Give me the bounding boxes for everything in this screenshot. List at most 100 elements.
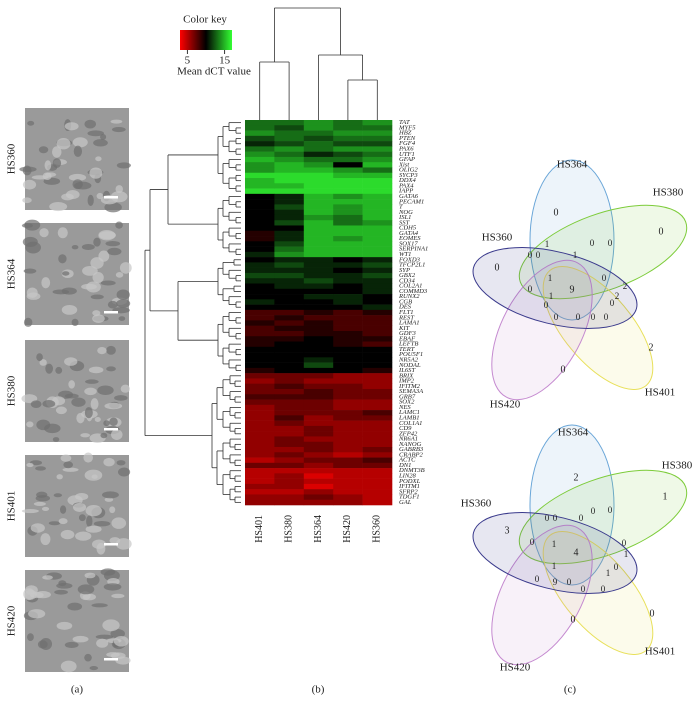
cell-texture [58,518,68,525]
heatmap-cell [362,320,393,326]
heatmap-cell [333,294,363,300]
heatmap-cell [362,262,393,268]
heatmap-cell [274,267,305,274]
region-count: 0 [530,537,535,547]
heatmap-cell [362,309,393,316]
row-label: IFITM2 [398,383,421,390]
heatmap-cell [245,193,275,200]
row-label: LAMC1 [398,409,420,416]
cell-texture [118,316,126,321]
cell-texture [96,542,106,555]
cell-texture [72,137,88,148]
heatmap-cell [333,220,363,226]
heatmap-cell [303,336,334,342]
heatmap-cell [362,489,393,495]
row-label: LAMA1 [398,320,420,327]
heatmap-cell [362,473,393,479]
region-count: 1 [549,291,554,301]
row-label: NODAL [398,362,421,369]
heatmap-cell [333,120,363,126]
cell-texture [120,384,130,393]
heatmap-cell [362,120,393,126]
heatmap-cell [274,415,305,421]
heatmap-cell [303,436,334,443]
heatmap-cell [362,468,393,474]
heatmap-cell [245,125,275,131]
heatmap-cell [333,304,363,311]
region-count: 2 [574,472,579,483]
set-label: HS401 [645,387,676,399]
heatmap-cell [245,304,275,311]
row-label: DNMT3B [398,467,425,474]
heatmap-cell [245,278,275,284]
cell-texture [21,509,39,514]
cell-texture [84,387,97,396]
heatmap-cell [274,494,305,501]
heatmap-cell [245,267,275,274]
heatmap-cell [333,330,363,337]
heatmap-cell [245,410,275,416]
cell-texture [104,202,122,213]
scale-bar [104,311,118,314]
cell-texture [35,466,46,471]
heatmap-cell [245,199,275,205]
heatmap-cell [245,499,275,506]
heatmap-cell [303,199,334,205]
row-label: DES [398,304,412,311]
heatmap-cell [303,483,334,490]
heatmap-cell [303,320,334,326]
cell-texture [110,119,123,124]
heatmap-cell [362,241,393,247]
region-count: 0 [591,506,596,516]
row-label: LIN28 [398,473,417,480]
row-label: TAT [399,119,411,126]
cell-texture [42,575,53,580]
heatmap-cell [362,220,393,226]
region-count: 2 [615,291,620,301]
heatmap-cell [245,188,275,195]
row-label: LAMB1 [398,414,420,421]
heatmap-cell [362,230,393,237]
heatmap-cell [303,278,334,284]
heatmap-cell [303,283,334,290]
heatmap-cell [333,183,363,189]
heatmap-cell [274,330,305,337]
cell-texture [63,461,74,469]
region-count: 0 [601,584,606,594]
heatmap-cell [274,188,305,195]
image-label: HS364 [6,258,18,289]
heatmap-cell [333,257,363,263]
row-label: DDX4 [398,177,417,184]
heatmap-cell [274,394,305,400]
row-label: NANOG [398,441,422,448]
heatmap-cell [362,388,393,395]
cell-texture [44,160,52,171]
heatmap-cell [245,468,275,474]
heatmap-cell [333,494,363,501]
heatmap-cell [362,357,393,363]
cell-texture [91,603,108,608]
region-count: 0 [545,513,550,523]
heatmap-cell [303,172,334,179]
colorbar-tick-label: 5 [185,55,191,67]
heatmap-cell [333,309,363,316]
heatmap-cell [333,346,363,353]
heatmap-cell [333,156,363,163]
heatmap-cell [245,141,275,147]
region-count: 1 [606,568,611,578]
heatmap-cell [245,457,275,464]
heatmap-cell [274,468,305,474]
heatmap-cell [333,478,363,485]
heatmap-cell [245,489,275,495]
heatmap-cell [362,304,393,311]
heatmap-cell [303,146,334,152]
heatmap-cell [303,183,334,189]
set-label: HS380 [653,187,684,199]
cell-texture [93,139,108,147]
cell-texture [39,638,53,650]
region-count: 2 [623,281,628,291]
heatmap-cell [303,141,334,147]
heatmap-cell [362,441,393,448]
region-count: 0 [590,238,595,248]
heatmap-cell [245,288,275,295]
